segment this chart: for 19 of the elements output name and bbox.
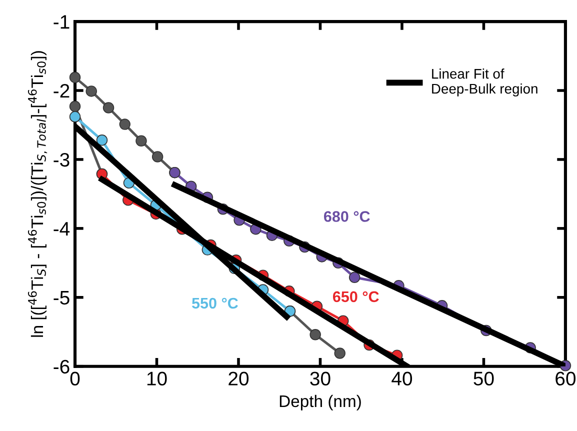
x-tick-label: 10: [147, 372, 167, 386]
y-tick-label: -1: [54, 15, 70, 29]
y-tick-label: -5: [54, 291, 70, 305]
x-tick-label: 40: [392, 372, 412, 386]
x-tick-label: 30: [310, 372, 330, 386]
legend-label: Linear Fit of Deep-Bulk region: [432, 68, 538, 96]
series-label: 650 °C: [332, 291, 379, 302]
x-tick-label: 20: [228, 372, 249, 386]
y-tick-label: -6: [54, 360, 70, 374]
series-label: 550 °C: [192, 298, 238, 309]
x-tick-label: 50: [474, 372, 494, 386]
x-tick-label: 60: [556, 372, 576, 386]
series-label: 680 °C: [324, 211, 370, 222]
text: ln [([$^{46}$Ti$_{S}$] - [$^{46}$Ti$_{s0}$])/([Ti$_{S,Total}$]-[$^{46}$Ti$_{s0}$]): [28, 51, 48, 337]
x-tick-label: 0: [70, 372, 80, 386]
y-tick-label: -3: [54, 152, 70, 167]
y-tick-label: -2: [54, 84, 70, 98]
x-axis-title: Depth (nm): [280, 394, 361, 410]
y-tick-label: -4: [54, 222, 70, 236]
